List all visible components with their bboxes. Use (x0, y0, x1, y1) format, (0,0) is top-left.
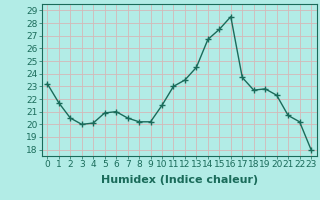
X-axis label: Humidex (Indice chaleur): Humidex (Indice chaleur) (100, 175, 258, 185)
